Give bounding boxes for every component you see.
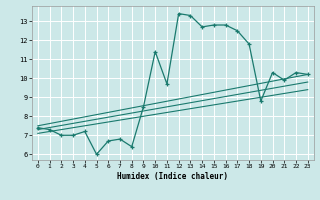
X-axis label: Humidex (Indice chaleur): Humidex (Indice chaleur): [117, 172, 228, 181]
